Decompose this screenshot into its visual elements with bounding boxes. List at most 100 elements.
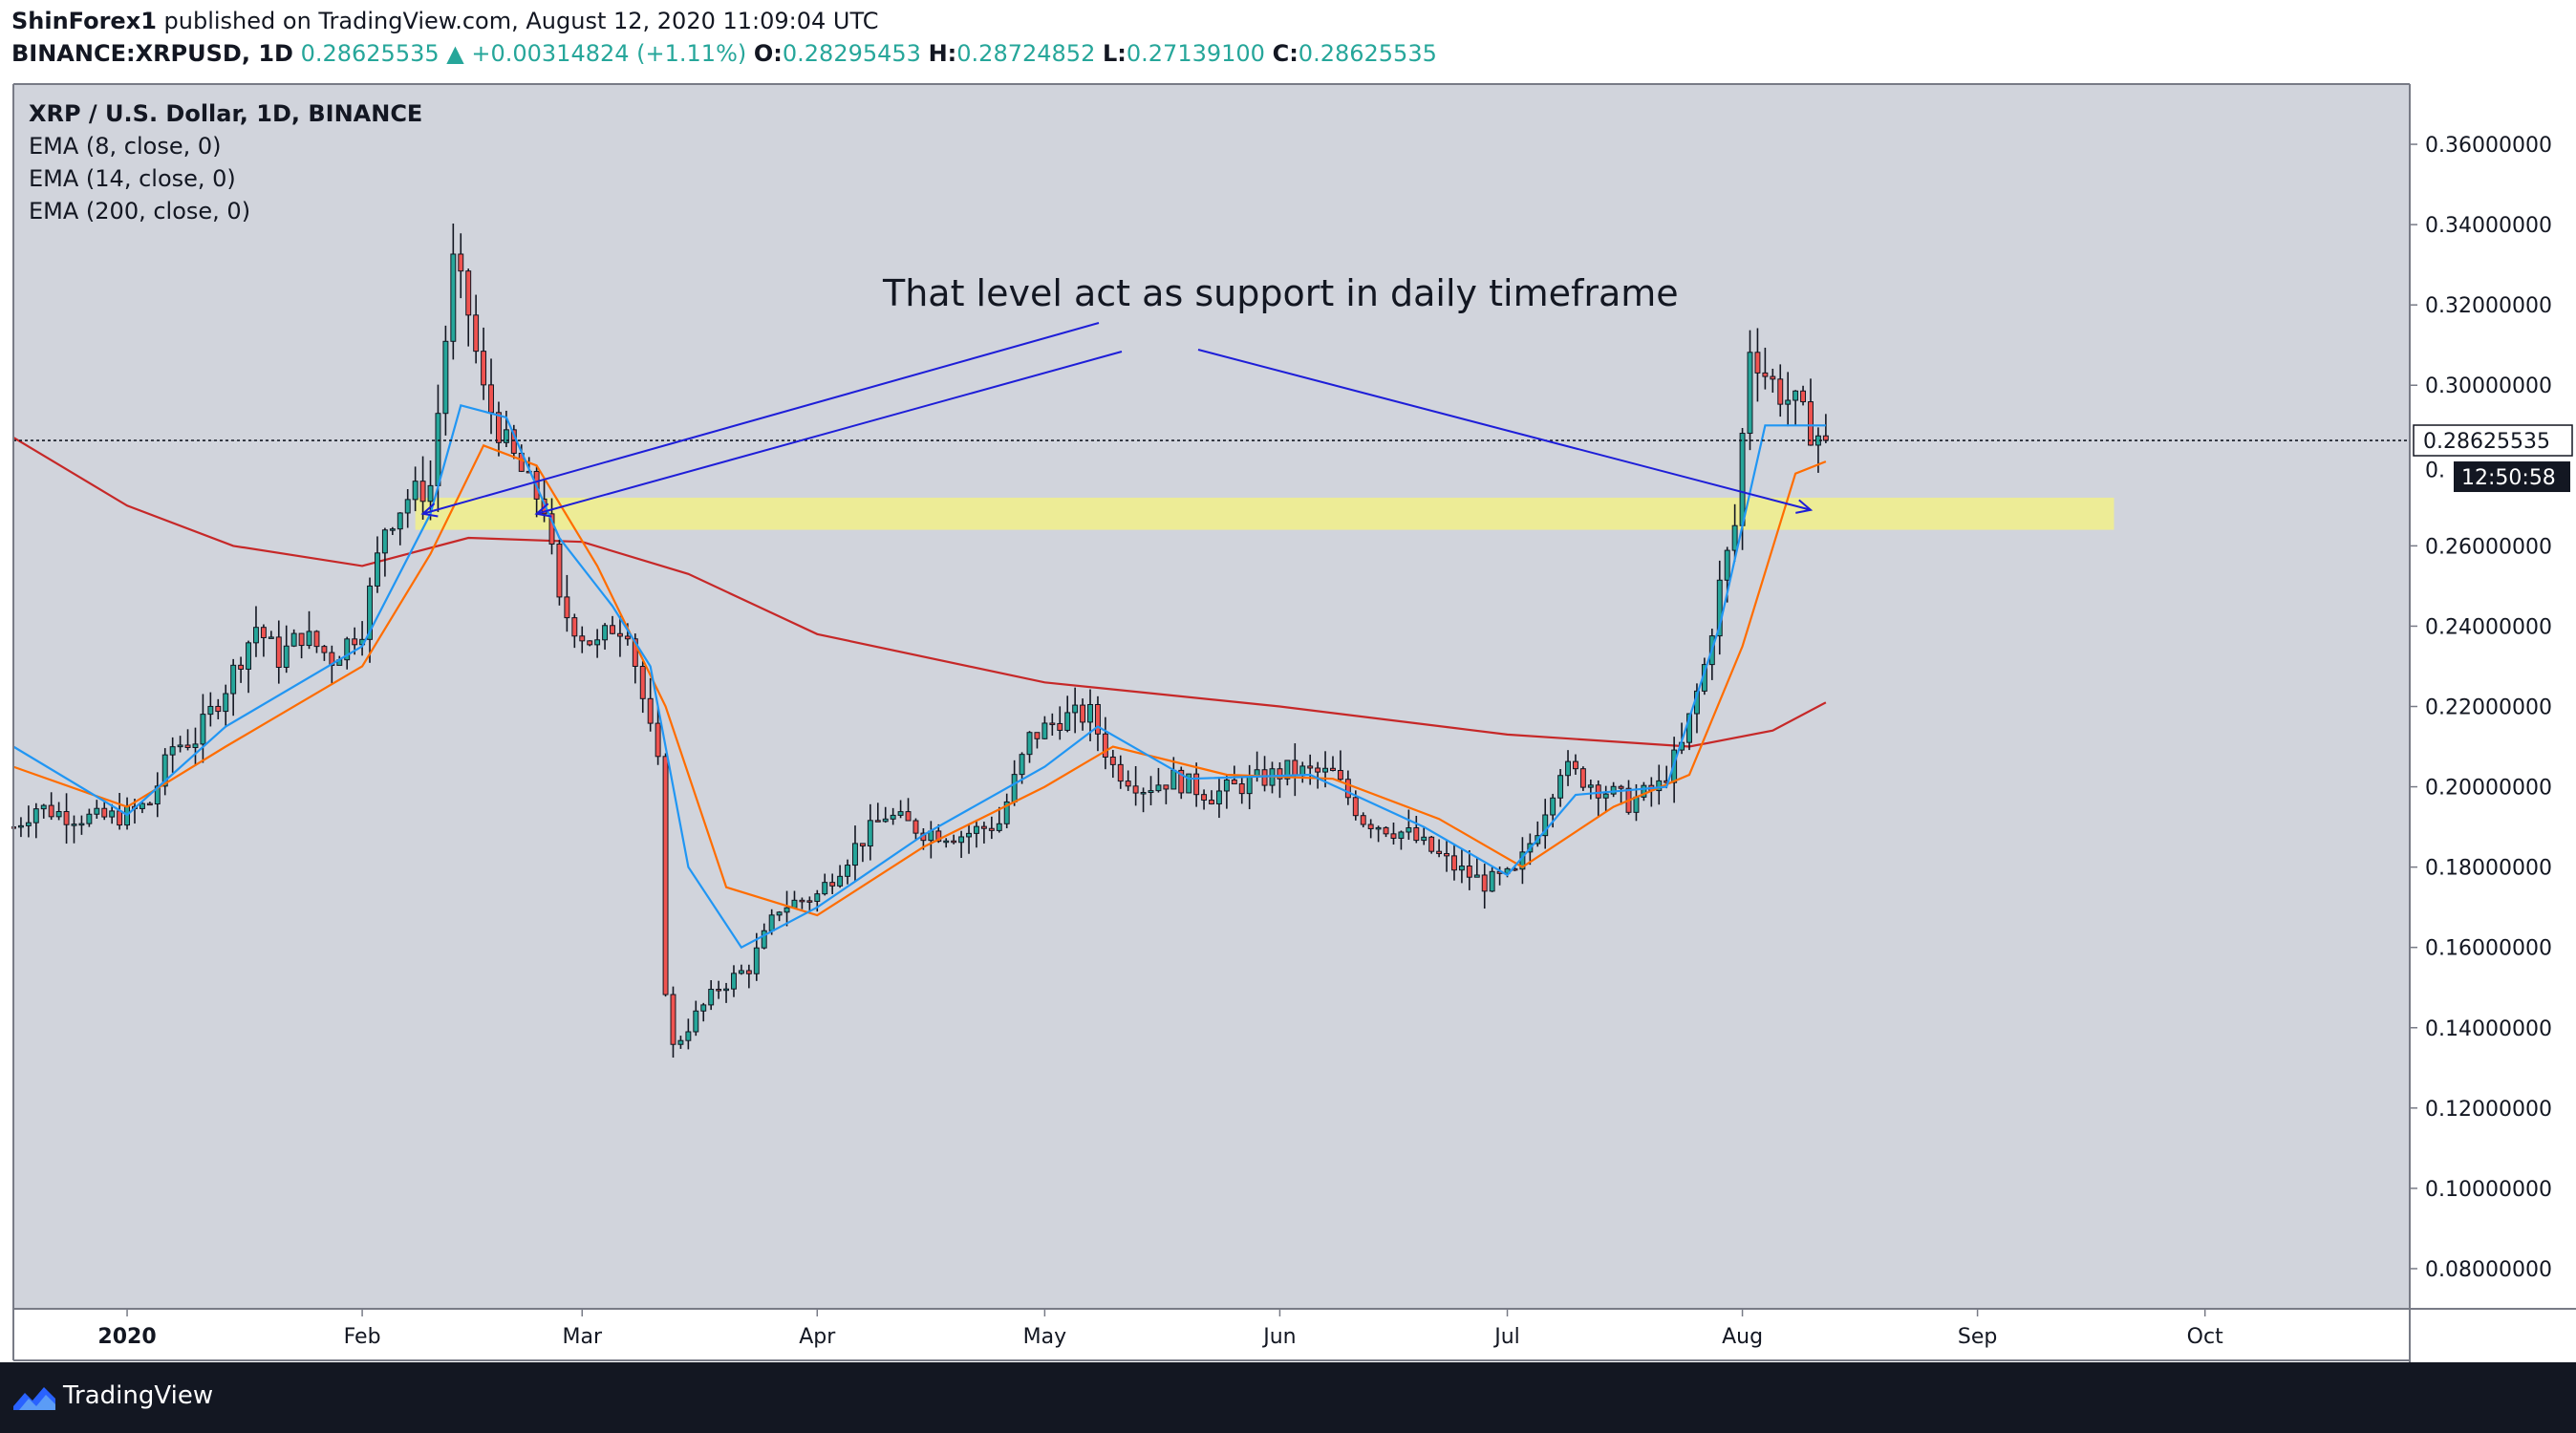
candle-body [1231,779,1237,785]
published-text: published on TradingView.com, August 12,… [163,8,879,34]
price-tick-label: 0.08000000 [2425,1258,2552,1282]
candle-body [1193,773,1200,796]
ema8-line-group [12,403,1826,950]
candle-body [1390,833,1397,839]
candle-body [1800,390,1807,403]
annotation-arrow-line [1197,349,1812,511]
candle-body [1565,760,1571,777]
candle-body [1011,774,1018,802]
candle-body [1641,784,1647,798]
candle-body [1406,826,1412,833]
legend-title[interactable]: XRP / U.S. Dollar, 1D, BINANCE [29,100,423,127]
candle-body [419,481,426,503]
candle-body [655,722,661,758]
candle-body [397,512,403,530]
candle-body [473,314,480,353]
price-chart[interactable]: That level act as support in daily timef… [11,82,2576,1362]
candle-body [791,899,798,909]
candle-body [1026,732,1033,756]
candle-body [1724,549,1730,581]
price-tick-label-partial: 0. [2425,460,2445,483]
candle-body [450,253,457,342]
annotation-arrow-head [534,503,552,518]
candle-body [974,825,979,834]
ema14-line [12,443,1827,917]
candle-body [693,1010,699,1033]
annotation-text[interactable]: That level act as support in daily timef… [882,272,1679,314]
candle-body [731,973,737,990]
candle-body [1428,836,1435,852]
candle-body [275,636,282,669]
candle-body [344,638,351,661]
price-tick-label: 0.20000000 [2425,777,2552,801]
candle-body [465,270,472,316]
chart-area[interactable]: That level act as support in daily timef… [11,82,2576,1362]
candle-body [184,744,191,748]
candle-body [488,384,494,414]
plot-background[interactable] [13,84,2410,1309]
time-tick-label: Feb [344,1325,381,1349]
candle-body [306,631,312,647]
candle-body [1458,866,1465,871]
candle-body [427,484,434,503]
annotation-arrow-head [1795,499,1814,514]
price-change: ▲ +0.00314824 (+1.11%) [446,40,747,67]
candle-body [806,900,813,903]
price-tick-label: 0.32000000 [2425,294,2552,318]
annotation-arrow-head [420,503,439,518]
time-tick-label: Aug [1722,1325,1763,1349]
candle-body [169,746,176,756]
candle-body [40,804,47,810]
tradingview-logo-icon[interactable] [11,1381,57,1414]
candle-body [117,810,123,826]
candle-body [1102,733,1108,758]
candle-body [1557,775,1564,799]
legend-ema200[interactable]: EMA (200, close, 0) [29,198,251,225]
high-value: 0.28724852 [956,40,1096,67]
candle-body [109,810,116,818]
candle-body [799,899,805,903]
candle-body [1322,767,1329,773]
price-tick-label: 0.12000000 [2425,1098,2552,1122]
candle-body [260,627,267,639]
publisher-name[interactable]: ShinForex1 [11,8,157,34]
candle-body [1367,823,1374,829]
candle-body [268,636,274,639]
open-value: 0.28295453 [782,40,921,67]
candle-body [283,645,290,669]
candle-body [1413,826,1420,842]
candle-body [1792,390,1799,401]
candle-body [1421,836,1428,842]
candle-body [1573,760,1578,770]
candle-body [1315,767,1321,773]
candle-body [1087,703,1093,723]
low-label: L: [1102,40,1127,67]
price-axis[interactable]: 0.36000000 0.34000000 0.32000000 0.30000000… [2410,134,2552,1282]
candle-body [246,642,251,670]
candle-body [905,811,912,822]
candle-body [1579,768,1586,788]
close-label: C: [1272,40,1299,67]
candle-body [1777,378,1784,405]
legend-ema8[interactable]: EMA (8, close, 0) [29,133,222,160]
candle-body [1436,850,1443,854]
candle-body [556,544,563,598]
candle-body [1337,770,1343,781]
support-zone[interactable] [415,497,2114,530]
candle-body [1602,793,1609,799]
legend-ema14[interactable]: EMA (14, close, 0) [29,165,236,192]
candle-body [1178,769,1185,794]
candle-body [1375,826,1382,830]
candle-body [253,627,259,644]
candle-body [435,413,441,486]
annotation-arrows[interactable] [420,322,1814,518]
candle-body [1155,784,1162,792]
candle-body [708,989,715,1006]
candle-body [564,596,570,619]
candle-body [1587,784,1594,788]
time-axis[interactable]: 2020 Feb Mar Apr May Jun Jul Aug Sep Oct [97,1309,2223,1349]
candle-body [610,625,615,634]
candle-body [352,638,358,646]
candle-body [624,635,631,640]
tradingview-brand[interactable]: TradingView [63,1381,214,1410]
